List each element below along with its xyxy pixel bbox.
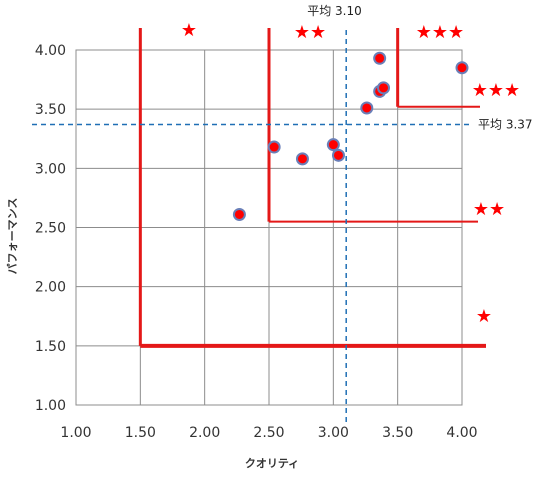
data-point xyxy=(331,148,345,162)
data-point xyxy=(455,61,469,75)
average-lines xyxy=(32,30,470,422)
x-tick-label: 3.50 xyxy=(382,425,413,441)
y-tick-label: 2.00 xyxy=(35,280,66,296)
x-tick-label: 2.00 xyxy=(189,425,220,441)
data-point xyxy=(360,101,374,115)
data-point xyxy=(295,152,309,166)
data-point xyxy=(373,51,387,65)
zone-rating-side: ★ xyxy=(476,306,492,327)
data-point xyxy=(232,207,246,221)
tick-labels: 1.00 1.50 2.00 2.50 3.00 3.50 4.00 1.00 1.50 2.00… xyxy=(35,43,478,441)
zone-rating-side: ★★★ xyxy=(472,80,520,101)
data-point xyxy=(377,81,391,95)
data-points xyxy=(232,51,469,221)
y-axis-title: パフォーマンス xyxy=(6,198,19,275)
average-label-x: 平均 3.10 xyxy=(307,4,362,18)
zone-rating-top: ★★ xyxy=(294,22,326,43)
y-tick-label: 1.00 xyxy=(35,398,66,414)
zone-rating-top: ★ xyxy=(181,20,197,41)
data-point xyxy=(326,138,340,152)
rating-zones xyxy=(138,28,486,348)
x-tick-label: 2.50 xyxy=(253,425,284,441)
y-tick-label: 1.50 xyxy=(35,339,66,355)
y-tick-label: 4.00 xyxy=(35,43,66,59)
y-tick-label: 3.00 xyxy=(35,161,66,177)
data-point xyxy=(267,140,281,154)
x-axis-title: クオリティ xyxy=(245,457,299,470)
y-tick-label: 2.50 xyxy=(35,221,66,237)
zone-rating-side: ★★ xyxy=(473,199,505,220)
x-tick-label: 1.50 xyxy=(125,425,156,441)
x-tick-label: 4.00 xyxy=(446,425,477,441)
zone-rating-top: ★★★ xyxy=(416,22,464,43)
x-tick-label: 3.00 xyxy=(318,425,349,441)
x-tick-label: 1.00 xyxy=(60,425,91,441)
average-label-y: 平均 3.37 xyxy=(478,118,533,132)
y-tick-label: 3.50 xyxy=(35,102,66,118)
